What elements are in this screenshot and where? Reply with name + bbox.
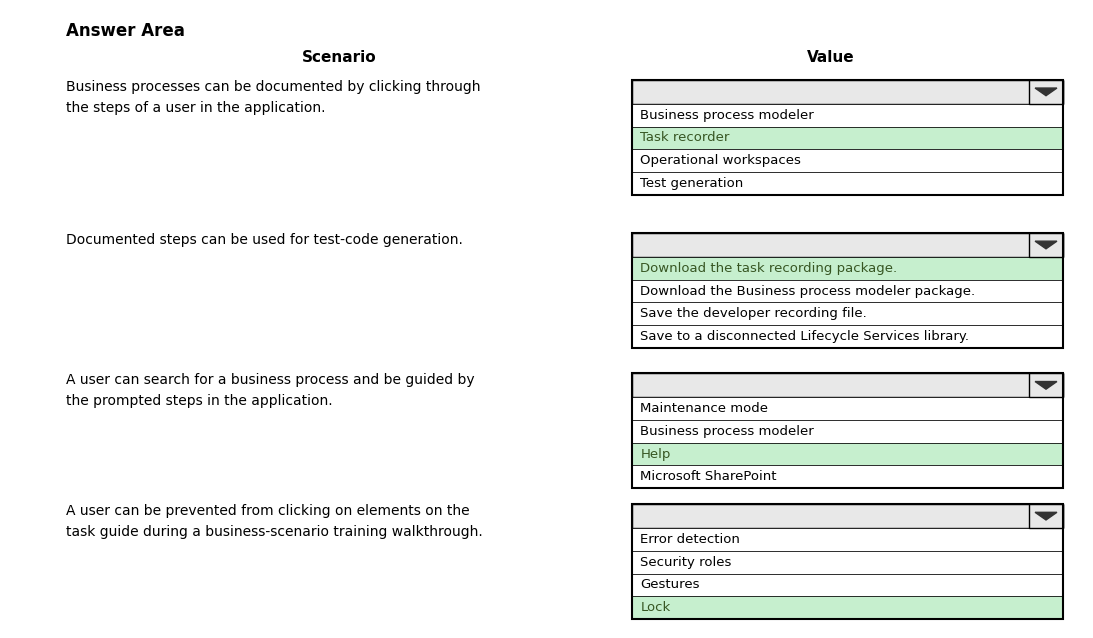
- Bar: [1029, 373, 1063, 397]
- Bar: [1029, 80, 1063, 104]
- Text: Answer Area: Answer Area: [66, 22, 185, 40]
- Text: Security roles: Security roles: [640, 556, 732, 568]
- Polygon shape: [1035, 382, 1057, 389]
- Polygon shape: [1035, 88, 1057, 96]
- Text: A user can be prevented from clicking on elements on the
task guide during a bus: A user can be prevented from clicking on…: [66, 504, 482, 539]
- Text: Task recorder: Task recorder: [640, 131, 730, 144]
- Bar: [632, 373, 1063, 397]
- Bar: [632, 551, 1063, 574]
- Text: Lock: Lock: [640, 601, 671, 614]
- Bar: [632, 574, 1063, 596]
- Bar: [632, 126, 1063, 149]
- Text: Scenario: Scenario: [302, 50, 376, 65]
- Bar: [632, 373, 1063, 488]
- Text: Download the Business process modeler package.: Download the Business process modeler pa…: [640, 285, 976, 297]
- Text: Save to a disconnected Lifecycle Services library.: Save to a disconnected Lifecycle Service…: [640, 330, 969, 343]
- Text: A user can search for a business process and be guided by
the prompted steps in : A user can search for a business process…: [66, 373, 474, 408]
- Bar: [632, 80, 1063, 104]
- Bar: [632, 528, 1063, 551]
- Text: Value: Value: [807, 50, 855, 65]
- Bar: [632, 597, 1063, 619]
- Text: Maintenance mode: Maintenance mode: [640, 403, 768, 415]
- Polygon shape: [1035, 241, 1057, 249]
- Text: Test generation: Test generation: [640, 177, 743, 189]
- Bar: [632, 504, 1063, 528]
- Text: Error detection: Error detection: [640, 533, 740, 546]
- Bar: [632, 302, 1063, 325]
- Bar: [1029, 504, 1063, 528]
- Bar: [632, 233, 1063, 348]
- Text: Save the developer recording file.: Save the developer recording file.: [640, 308, 867, 320]
- Bar: [632, 149, 1063, 172]
- Bar: [1029, 233, 1063, 257]
- Bar: [632, 257, 1063, 279]
- Bar: [632, 325, 1063, 348]
- Bar: [632, 233, 1063, 257]
- Bar: [632, 80, 1063, 195]
- Text: Operational workspaces: Operational workspaces: [640, 154, 801, 167]
- Bar: [632, 104, 1063, 127]
- Bar: [632, 397, 1063, 420]
- Polygon shape: [1035, 512, 1057, 520]
- Text: Documented steps can be used for test-code generation.: Documented steps can be used for test-co…: [66, 233, 462, 247]
- Text: Business processes can be documented by clicking through
the steps of a user in : Business processes can be documented by …: [66, 80, 480, 115]
- Text: Business process modeler: Business process modeler: [640, 425, 814, 438]
- Text: Microsoft SharePoint: Microsoft SharePoint: [640, 470, 777, 483]
- Text: Gestures: Gestures: [640, 579, 700, 591]
- Bar: [632, 279, 1063, 302]
- Bar: [632, 420, 1063, 443]
- Text: Help: Help: [640, 448, 671, 461]
- Text: Download the task recording package.: Download the task recording package.: [640, 262, 897, 275]
- Bar: [632, 466, 1063, 488]
- Bar: [632, 172, 1063, 195]
- Bar: [632, 504, 1063, 619]
- Bar: [632, 443, 1063, 465]
- Text: Business process modeler: Business process modeler: [640, 109, 814, 122]
